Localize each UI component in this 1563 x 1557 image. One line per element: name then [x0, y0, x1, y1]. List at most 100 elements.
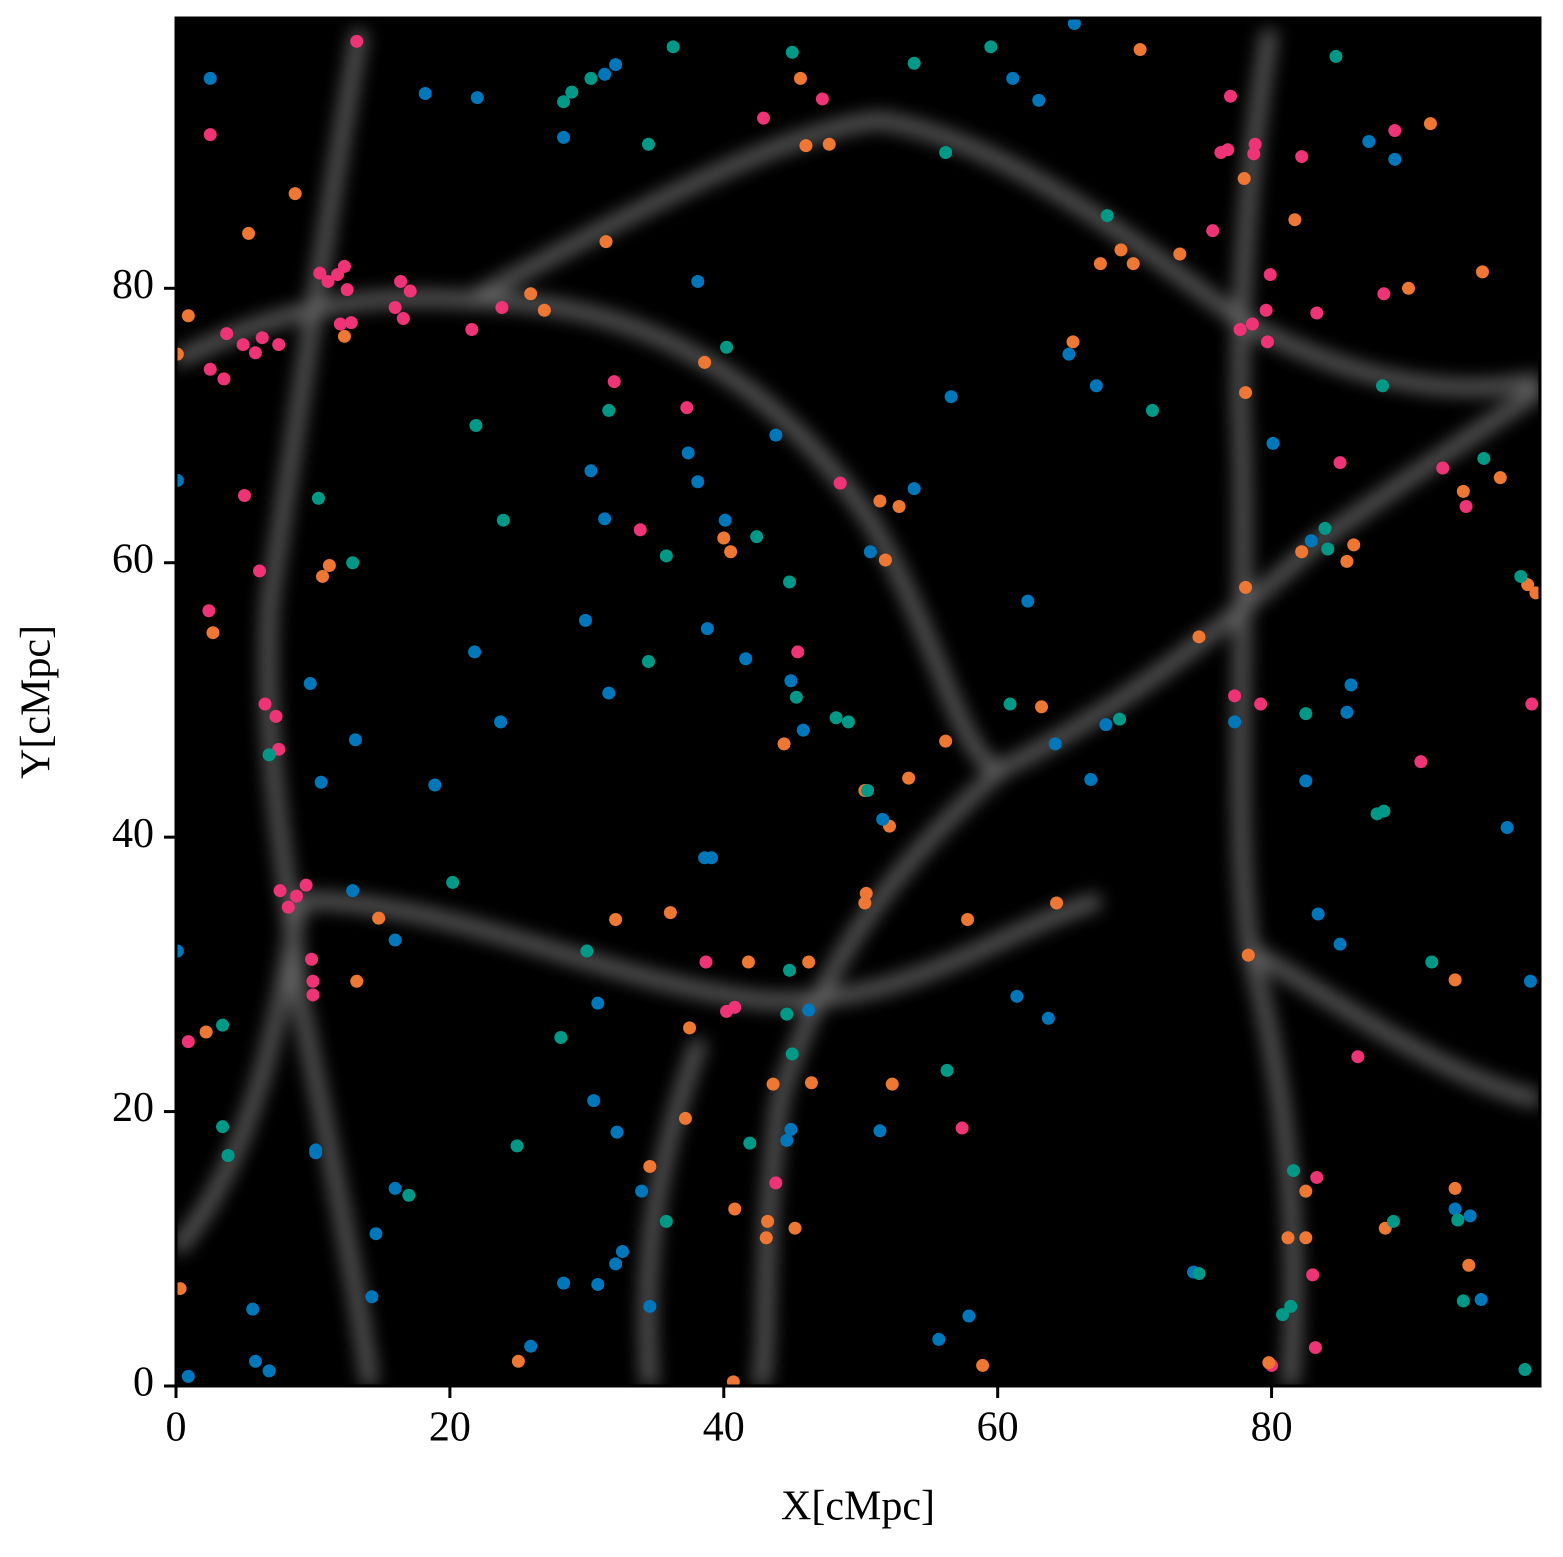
point	[1262, 1356, 1276, 1370]
points	[176, 18, 1540, 1386]
point	[369, 1227, 383, 1241]
point	[607, 375, 621, 389]
point	[1003, 697, 1017, 711]
point	[659, 1214, 673, 1228]
point	[1260, 335, 1274, 349]
point	[468, 645, 482, 659]
point	[350, 974, 364, 988]
point	[216, 1018, 230, 1032]
point	[766, 1077, 780, 1091]
point	[873, 494, 887, 508]
point	[698, 355, 712, 369]
point	[1228, 715, 1242, 729]
point	[1329, 49, 1343, 63]
point	[635, 1184, 649, 1198]
point	[305, 952, 319, 966]
point	[217, 372, 231, 386]
point	[1376, 379, 1390, 393]
point	[1032, 93, 1046, 107]
point	[885, 1077, 899, 1091]
y-tick-label: 20	[112, 1085, 154, 1131]
x-tick-label: 60	[977, 1405, 1019, 1451]
point	[510, 1139, 524, 1153]
point	[1295, 150, 1309, 164]
point	[757, 111, 771, 125]
point	[1050, 896, 1064, 910]
point	[1066, 335, 1080, 349]
point	[777, 737, 791, 751]
point	[584, 464, 598, 478]
point	[181, 1369, 195, 1383]
point	[1245, 317, 1259, 331]
point	[418, 86, 432, 100]
point	[1084, 773, 1098, 787]
point	[724, 545, 738, 559]
point	[578, 613, 592, 627]
point	[350, 34, 364, 48]
point	[465, 322, 479, 336]
point	[1295, 545, 1309, 559]
point	[1306, 1268, 1320, 1282]
point	[333, 317, 347, 331]
point	[587, 1094, 601, 1108]
point	[761, 1214, 775, 1228]
point	[1475, 265, 1489, 279]
point	[1299, 774, 1313, 788]
point	[262, 1364, 276, 1378]
point	[743, 1136, 757, 1150]
point	[829, 711, 843, 725]
point	[783, 575, 797, 589]
point	[1173, 247, 1187, 261]
point	[1237, 172, 1251, 186]
point	[944, 390, 958, 404]
y-tick-label: 60	[112, 536, 154, 582]
x-tick-label: 20	[429, 1405, 471, 1451]
point	[1388, 152, 1402, 166]
point	[272, 338, 286, 352]
point	[1347, 538, 1361, 552]
plot-background	[176, 18, 1540, 1386]
point	[1241, 948, 1255, 962]
point	[1206, 224, 1220, 238]
point	[1247, 147, 1261, 161]
point	[741, 955, 755, 969]
point	[1099, 718, 1113, 732]
y-axis-label: Y[cMpc]	[14, 625, 60, 779]
point	[704, 851, 718, 865]
point	[1133, 43, 1147, 57]
point	[822, 137, 836, 151]
point	[610, 1125, 624, 1139]
point	[1041, 1011, 1055, 1025]
point	[557, 1276, 571, 1290]
point	[1010, 989, 1024, 1003]
point	[1100, 209, 1114, 223]
point	[255, 331, 269, 345]
point	[1223, 89, 1237, 103]
point	[496, 513, 510, 527]
point	[863, 545, 877, 559]
point	[1145, 403, 1159, 417]
point	[791, 645, 805, 659]
point	[306, 974, 320, 988]
point	[728, 1202, 742, 1216]
point	[984, 40, 998, 54]
point	[1448, 973, 1462, 987]
point	[1035, 700, 1049, 714]
point	[940, 1063, 954, 1077]
point	[643, 1299, 657, 1313]
point	[785, 45, 799, 59]
point	[699, 955, 713, 969]
point	[372, 911, 386, 925]
point	[1114, 243, 1128, 257]
point	[750, 530, 764, 544]
point	[1340, 705, 1354, 719]
point	[248, 1354, 262, 1368]
point	[726, 1375, 740, 1386]
point	[203, 128, 217, 142]
point	[1493, 471, 1507, 485]
point	[403, 284, 417, 298]
point	[1006, 71, 1020, 85]
point	[248, 346, 262, 360]
